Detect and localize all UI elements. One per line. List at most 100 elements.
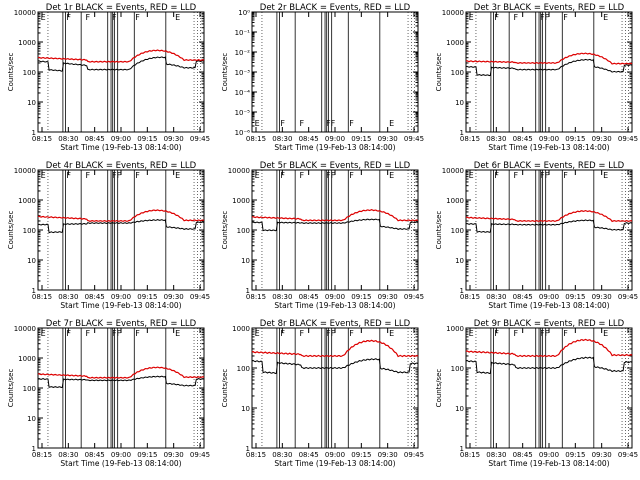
events-series-line (465, 356, 633, 375)
lld-series-line (37, 366, 205, 379)
flag-label: F (280, 329, 285, 338)
y-tick-label: 10 (27, 257, 36, 265)
x-tick-label: 08:45 (513, 293, 533, 301)
y-tick-label: 1 (460, 287, 464, 295)
flag-label: F (66, 13, 71, 22)
x-tick-label: 08:15 (460, 135, 480, 143)
x-axis-label: Start Time (19-Feb-13 08:14:00) (60, 143, 181, 152)
y-tick-label: 100 (451, 69, 464, 77)
flag-label: FF (540, 171, 550, 180)
x-tick-label: 08:15 (460, 293, 480, 301)
x-tick-label: 09:00 (325, 451, 345, 459)
lld-series-line (37, 49, 205, 63)
x-tick-label: 09:30 (164, 293, 184, 301)
x-tick-label: 09:15 (565, 293, 585, 301)
x-tick-label: 08:15 (460, 451, 480, 459)
flag-label: FF (326, 119, 336, 128)
panel-title: Det 5r BLACK = Events, RED = LLD (260, 161, 411, 171)
flag-label: F (66, 171, 71, 180)
y-tick-label: 10000 (14, 9, 36, 17)
lld-series-line (251, 209, 419, 222)
x-tick-label: 09:30 (592, 135, 612, 143)
flag-label: E (175, 13, 180, 22)
x-tick-label: 09:00 (111, 135, 131, 143)
x-tick-label: 08:45 (85, 451, 105, 459)
flag-label: F (280, 171, 285, 180)
x-axis-label: Start Time (19-Feb-13 08:14:00) (60, 459, 181, 468)
flag-label: FF (326, 329, 336, 338)
x-axis-label: Start Time (19-Feb-13 08:14:00) (274, 459, 395, 468)
y-tick-label: 10000 (14, 325, 36, 333)
events-series-line (37, 56, 205, 72)
y-tick-label: 1 (246, 445, 250, 453)
flag-label: F (513, 13, 518, 22)
x-tick-label: 09:15 (137, 135, 157, 143)
x-axis-label: Start Time (19-Feb-13 08:14:00) (488, 143, 609, 152)
flag-label: F (299, 329, 304, 338)
events-series-line (37, 375, 205, 389)
panel-det-6r: Det 6r BLACK = Events, RED = LLD 1 10 100 10… (435, 161, 638, 310)
x-tick-label: 09:15 (351, 293, 371, 301)
x-tick-label: 09:15 (137, 451, 157, 459)
flag-label: E (41, 171, 46, 180)
flag-label: F (135, 13, 140, 22)
y-tick-label: 10⁻³ (235, 69, 251, 77)
flag-label: F (299, 119, 304, 128)
events-series-line (465, 58, 633, 77)
x-tick-label: 09:45 (404, 451, 424, 459)
x-tick-label: 09:45 (190, 135, 210, 143)
flag-label: E (255, 171, 260, 180)
panel-title: Det 9r BLACK = Events, RED = LLD (474, 319, 625, 329)
panel-det-4r: Det 4r BLACK = Events, RED = LLD 1 10 100 10… (7, 161, 210, 310)
x-tick-label: 08:15 (246, 135, 266, 143)
flag-label: F (513, 329, 518, 338)
flag-label: E (389, 119, 394, 128)
y-tick-label: 100 (451, 227, 464, 235)
events-series-line (37, 219, 205, 234)
x-tick-label: 08:30 (486, 135, 506, 143)
lld-series-line (251, 339, 419, 358)
y-tick-label: 100 (23, 227, 36, 235)
x-tick-label: 09:45 (404, 293, 424, 301)
panel-title: Det 8r BLACK = Events, RED = LLD (260, 319, 411, 329)
flag-label: E (41, 329, 46, 338)
x-axis-label: Start Time (19-Feb-13 08:14:00) (488, 301, 609, 310)
x-tick-label: 08:30 (272, 451, 292, 459)
x-tick-label: 09:45 (190, 451, 210, 459)
flag-label: F (349, 329, 354, 338)
x-tick-label: 09:15 (351, 451, 371, 459)
y-tick-label: 1 (246, 287, 250, 295)
y-tick-label: 10⁻² (235, 49, 251, 57)
panel-det-3r: Det 3r BLACK = Events, RED = LLD 1 10 100 10… (435, 3, 638, 152)
flag-label: FF (112, 329, 122, 338)
y-axis-label: Counts/sec (435, 369, 443, 408)
x-tick-label: 08:45 (299, 135, 319, 143)
x-tick-label: 09:30 (378, 451, 398, 459)
flag-label: E (175, 329, 180, 338)
y-axis-label: Counts/sec (435, 53, 443, 92)
x-tick-label: 09:00 (325, 293, 345, 301)
x-tick-label: 09:00 (111, 451, 131, 459)
x-tick-label: 09:30 (378, 135, 398, 143)
flag-label: E (255, 329, 260, 338)
flag-label: F (494, 13, 499, 22)
flag-label: FF (540, 13, 550, 22)
panel-title: Det 1r BLACK = Events, RED = LLD (46, 3, 197, 13)
flag-label: E (41, 13, 46, 22)
y-tick-label: 100 (237, 227, 250, 235)
x-tick-label: 08:30 (58, 293, 78, 301)
flag-label: F (299, 171, 304, 180)
panel-title: Det 7r BLACK = Events, RED = LLD (46, 319, 197, 329)
x-tick-label: 08:15 (32, 135, 52, 143)
panel-det-5r: Det 5r BLACK = Events, RED = LLD 1 10 100 10… (221, 161, 424, 310)
x-tick-label: 09:15 (351, 135, 371, 143)
y-tick-label: 10 (241, 257, 250, 265)
y-tick-label: 10 (455, 405, 464, 413)
events-series-line (465, 219, 633, 233)
y-axis-label: Counts/sec (7, 211, 15, 250)
y-tick-label: 1000 (446, 325, 464, 333)
y-tick-label: 100 (23, 385, 36, 393)
events-series-line (251, 358, 419, 375)
flag-label: F (349, 119, 354, 128)
